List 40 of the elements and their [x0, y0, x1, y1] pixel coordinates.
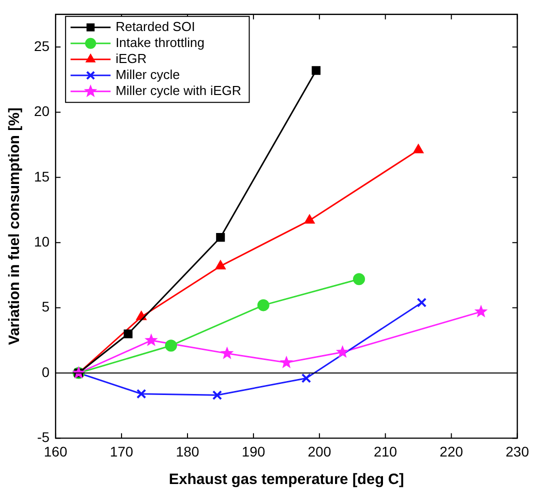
legend-label: Retarded SOI	[116, 18, 196, 34]
legend-label: iEGR	[116, 50, 147, 66]
x-tick-label: 230	[506, 443, 530, 460]
y-tick-label: 0	[42, 364, 50, 380]
point	[215, 260, 226, 270]
x-axis-title: Exhaust gas temperature [deg C]	[168, 471, 404, 488]
y-tick-label: 20	[34, 103, 50, 120]
y-tick-label: 15	[34, 168, 50, 184]
point	[220, 346, 234, 360]
point	[312, 66, 321, 75]
point	[257, 299, 270, 312]
y-tick-label: 25	[34, 38, 50, 54]
point	[216, 232, 225, 242]
point	[301, 373, 312, 384]
point	[144, 333, 158, 346]
point	[124, 329, 133, 338]
point	[304, 214, 315, 224]
y-axis-title: Variation in fuel consumption [%]	[6, 108, 24, 346]
point	[136, 388, 146, 399]
legend-label: Intake throttling	[116, 34, 204, 50]
x-tick-label: 160	[44, 443, 68, 460]
point	[212, 390, 222, 400]
point	[413, 144, 424, 154]
y-tick-label: -5	[37, 429, 50, 446]
x-tick-label: 210	[374, 443, 398, 460]
x-tick-label: 170	[110, 443, 134, 460]
y-tick-label: 5	[42, 298, 50, 315]
point	[353, 273, 366, 286]
x-tick-label: 180	[176, 443, 200, 460]
point	[165, 340, 178, 352]
legend-label: Miller cycle with iEGR	[116, 82, 242, 98]
y-tick-label: 10	[34, 233, 50, 250]
x-tick-label: 190	[242, 443, 266, 460]
point	[336, 345, 350, 358]
x-tick-label: 220	[440, 443, 464, 460]
point	[416, 298, 427, 308]
x-tick-label: 200	[308, 443, 332, 460]
point	[474, 304, 488, 318]
point	[280, 356, 294, 368]
legend-label: Miller cycle	[116, 66, 180, 82]
